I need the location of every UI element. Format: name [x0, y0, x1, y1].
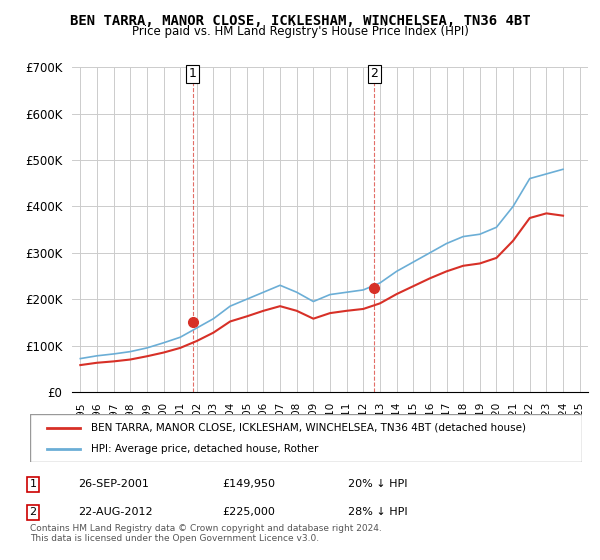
Text: £149,950: £149,950 — [222, 479, 275, 489]
Text: 2: 2 — [370, 67, 378, 80]
Text: BEN TARRA, MANOR CLOSE, ICKLESHAM, WINCHELSEA, TN36 4BT: BEN TARRA, MANOR CLOSE, ICKLESHAM, WINCH… — [70, 14, 530, 28]
Text: HPI: Average price, detached house, Rother: HPI: Average price, detached house, Roth… — [91, 444, 318, 454]
Text: 2: 2 — [29, 507, 37, 517]
Text: 22-AUG-2012: 22-AUG-2012 — [78, 507, 152, 517]
Text: £225,000: £225,000 — [222, 507, 275, 517]
FancyBboxPatch shape — [30, 414, 582, 462]
Text: 20% ↓ HPI: 20% ↓ HPI — [348, 479, 407, 489]
Text: BEN TARRA, MANOR CLOSE, ICKLESHAM, WINCHELSEA, TN36 4BT (detached house): BEN TARRA, MANOR CLOSE, ICKLESHAM, WINCH… — [91, 423, 526, 433]
Text: Price paid vs. HM Land Registry's House Price Index (HPI): Price paid vs. HM Land Registry's House … — [131, 25, 469, 38]
Text: Contains HM Land Registry data © Crown copyright and database right 2024.
This d: Contains HM Land Registry data © Crown c… — [30, 524, 382, 543]
Text: 1: 1 — [189, 67, 197, 80]
Text: 28% ↓ HPI: 28% ↓ HPI — [348, 507, 407, 517]
Text: 26-SEP-2001: 26-SEP-2001 — [78, 479, 149, 489]
Text: 1: 1 — [29, 479, 37, 489]
